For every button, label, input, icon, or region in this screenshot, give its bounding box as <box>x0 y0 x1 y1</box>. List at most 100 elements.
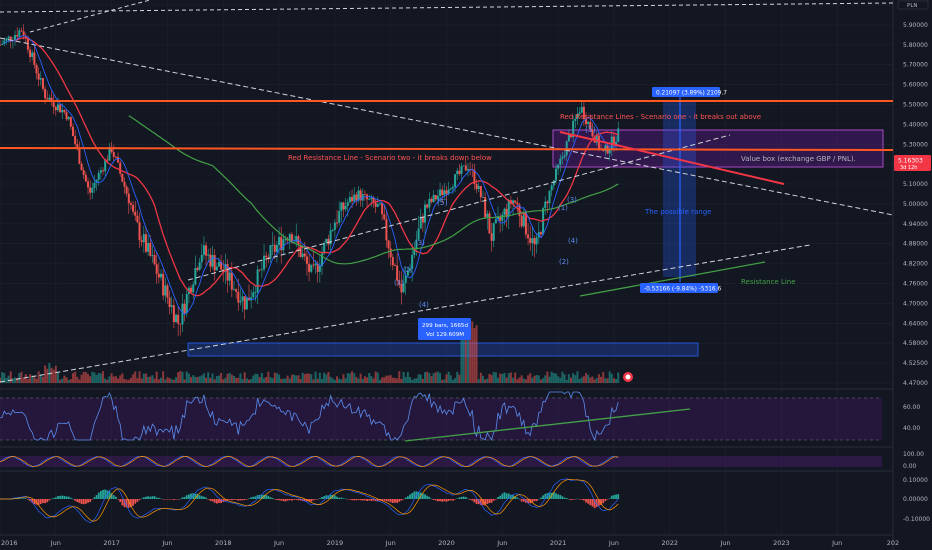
volume-bar <box>531 377 534 383</box>
moving-average-blue <box>4 35 619 315</box>
candle-body <box>121 173 124 182</box>
value-box[interactable] <box>552 129 884 168</box>
volume-bar <box>136 378 139 383</box>
candle-body <box>65 112 68 120</box>
volume-bar <box>548 376 551 383</box>
macd-hist-bar <box>145 496 147 499</box>
volume-bar <box>56 372 59 383</box>
volume-bar <box>230 374 233 383</box>
candle-body <box>280 237 283 251</box>
macd-hist-bar <box>318 498 321 499</box>
price-tick-label: 4.47000 <box>903 380 928 387</box>
macd-hist-bar <box>540 497 542 499</box>
volume-bar <box>595 378 598 383</box>
wave-label-1-second: (1) <box>394 279 404 287</box>
volume-bar <box>102 371 105 383</box>
candle-body <box>3 40 6 44</box>
volume-bar <box>91 371 94 383</box>
candle-body <box>5 38 8 41</box>
candle-body <box>497 216 500 220</box>
stoch-axis: 100.00 0.00 <box>903 451 924 470</box>
candle-body <box>385 219 388 241</box>
candle-body <box>123 181 126 187</box>
volume-bar <box>202 373 205 383</box>
macd-hist-bar <box>44 499 46 504</box>
candle-body <box>336 222 339 224</box>
candle-body <box>232 289 235 291</box>
volume-bar <box>117 378 120 383</box>
candle-body <box>89 187 92 193</box>
macd-hist-bar <box>355 499 358 501</box>
candle-body <box>522 212 525 227</box>
bars-range-box[interactable] <box>187 342 699 357</box>
trendline-lower-channel[interactable] <box>0 244 811 383</box>
macd-hist-bar <box>434 499 437 501</box>
macd-hist-bar <box>404 497 407 499</box>
volume-bar <box>155 371 158 383</box>
macd-hist-bar <box>65 496 68 499</box>
volume-bar <box>488 373 491 383</box>
candle-body <box>486 213 489 218</box>
macd-hist-bar <box>243 499 246 500</box>
candle-body <box>544 201 547 209</box>
trendline-upper-channel[interactable] <box>187 134 731 281</box>
candle-body <box>132 205 135 212</box>
price-tick-label: 5.30000 <box>903 141 928 148</box>
annotation-resistance-line: Resistance Line <box>741 278 796 286</box>
macd-hist-bar <box>153 496 156 499</box>
macd-hist-bar <box>29 499 31 502</box>
macd-hist-bar <box>211 499 214 502</box>
annotation-possible-range: The possible range <box>644 208 711 216</box>
volume-bar <box>243 372 246 383</box>
macd-hist-bar <box>239 499 242 501</box>
candle-body <box>248 297 251 301</box>
red-descending-resistance[interactable] <box>559 131 785 185</box>
macd-hist-bar <box>364 499 366 501</box>
macd-hist-bar <box>606 499 609 500</box>
macd-hist-bar <box>321 497 323 499</box>
candle-body <box>162 273 165 296</box>
macd-signal-line <box>0 478 619 522</box>
macd-hist-bar <box>59 495 62 499</box>
candle-body <box>490 233 493 241</box>
candle-body <box>112 152 115 157</box>
range-up-label: 0.21097 (3.89%) 2109.7 <box>656 91 727 97</box>
macd-hist-bar <box>387 499 390 502</box>
macd-hist-bar <box>333 495 336 499</box>
rsi-trendline[interactable] <box>404 408 691 442</box>
macd-hist-bar <box>462 496 465 499</box>
volume-bar <box>497 377 500 383</box>
macd-hist-bar <box>402 499 405 500</box>
candle-body <box>501 214 504 221</box>
candle-body <box>580 106 583 113</box>
time-axis[interactable]: 2016 Jun 2017 Jun 2018 Jun 2019 Jun 2020 Jun 2021 J… <box>1 539 899 547</box>
volume-bar <box>381 377 384 383</box>
macd-hist-bar <box>213 499 216 503</box>
macd-hist-bar <box>256 495 259 499</box>
volume-bar <box>443 379 446 383</box>
volume-bar <box>112 376 115 383</box>
symbol-badge-text: PLN <box>907 3 918 9</box>
trendline-top[interactable] <box>0 2 894 13</box>
green-resistance-line[interactable] <box>579 261 766 297</box>
macd-hist-bar <box>209 499 212 501</box>
volume-bar <box>501 374 504 383</box>
candle-body <box>102 170 105 172</box>
candle-body <box>469 169 472 170</box>
volume-bar <box>95 375 98 383</box>
macd-hist-bar <box>295 499 298 500</box>
volume-bar <box>544 375 547 383</box>
red-resistance-line-mid[interactable] <box>0 147 894 151</box>
volume-bar <box>97 372 100 383</box>
candle-body <box>387 240 390 249</box>
macd-hist-bar <box>477 499 480 505</box>
volume-bar <box>593 379 596 383</box>
candle-body <box>559 158 562 165</box>
price-tick-label: 5.80000 <box>903 42 928 49</box>
volume-bar <box>24 374 27 383</box>
macd-hist-bar <box>370 499 373 501</box>
candle-body <box>41 78 44 89</box>
candle-body <box>488 213 491 234</box>
macd-hist-bar <box>162 499 165 500</box>
